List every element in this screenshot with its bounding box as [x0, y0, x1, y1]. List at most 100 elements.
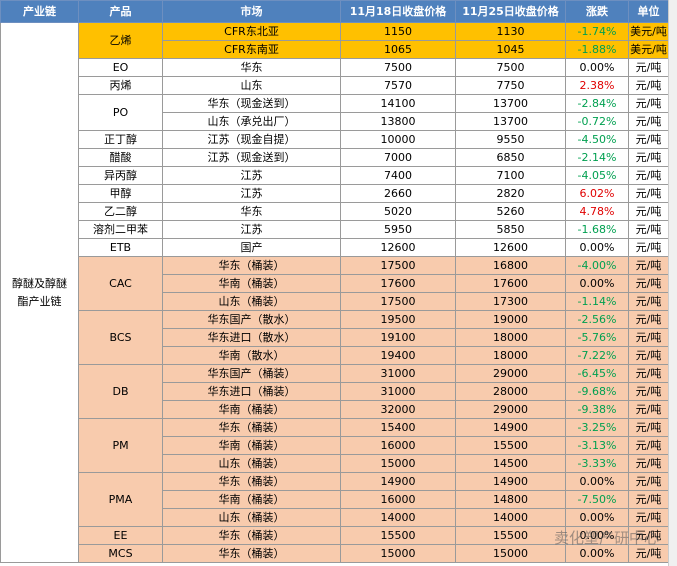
unit-cell: 元/吨 — [628, 238, 669, 257]
row: 正丁醇 江苏（现金自提） 10000 9550 -4.50% 元/吨 — [1, 130, 669, 149]
row: BCS 华东国产（散水） 19500 19000 -2.56% 元/吨 — [1, 310, 669, 365]
change-cell: -1.68% — [565, 220, 629, 239]
row: 华东进口（散水） 19100 18000 -5.76% 元/吨 — [1, 328, 669, 347]
change-cell: -4.05% — [565, 166, 629, 185]
price-nov25-cell: 7500 — [455, 58, 566, 77]
market-cell: CFR东北亚 — [162, 22, 341, 41]
price-nov18-cell: 12600 — [340, 238, 456, 257]
product-cell: 乙烯 — [78, 22, 163, 59]
unit-cell: 元/吨 — [628, 184, 669, 203]
change-cell: -1.14% — [565, 292, 629, 311]
price-nov18-cell: 1150 — [340, 22, 456, 41]
row: 乙二醇 华东 5020 5260 4.78% 元/吨 — [1, 202, 669, 221]
price-nov25-cell: 16800 — [455, 256, 566, 275]
unit-cell: 元/吨 — [628, 58, 669, 77]
row: PMA 华东（桶装） 14900 14900 0.00% 元/吨 — [1, 472, 669, 527]
change-cell: -3.25% — [565, 418, 629, 437]
price-nov18-cell: 7570 — [340, 76, 456, 95]
unit-cell: 元/吨 — [628, 490, 669, 509]
row: EE 华东（桶装） 15500 15500 0.00% 元/吨 — [1, 526, 669, 545]
row: 山东（桶装） 17500 17300 -1.14% 元/吨 — [1, 292, 669, 311]
product-cell: 丙烯 — [78, 76, 163, 95]
change-cell: -3.13% — [565, 436, 629, 455]
change-cell: 0.00% — [565, 472, 629, 491]
price-nov18-cell: 7500 — [340, 58, 456, 77]
row: 华南（桶装） 32000 29000 -9.38% 元/吨 — [1, 400, 669, 419]
price-nov18-cell: 19100 — [340, 328, 456, 347]
unit-cell: 元/吨 — [628, 382, 669, 401]
row: DB 华东国产（桶装） 31000 29000 -6.45% 元/吨 — [1, 364, 669, 419]
unit-cell: 元/吨 — [628, 256, 669, 275]
change-cell: 0.00% — [565, 58, 629, 77]
market-cell: 华南（桶装） — [162, 274, 341, 293]
price-nov18-cell: 31000 — [340, 382, 456, 401]
header-cell: 涨跌 — [565, 0, 629, 23]
header-cell: 产业链 — [0, 0, 79, 23]
price-nov18-cell: 15400 — [340, 418, 456, 437]
unit-cell: 美元/吨 — [628, 22, 669, 41]
market-cell: 山东 — [162, 76, 341, 95]
row: CFR东南亚 1065 1045 -1.88% 美元/吨 — [1, 40, 669, 59]
change-cell: 4.78% — [565, 202, 629, 221]
price-nov18-cell: 15000 — [340, 544, 456, 563]
sheet-edge — [668, 0, 677, 566]
price-nov18-cell: 1065 — [340, 40, 456, 59]
price-nov18-cell: 15500 — [340, 526, 456, 545]
market-cell: 山东（承兑出厂） — [162, 112, 341, 131]
price-nov25-cell: 12600 — [455, 238, 566, 257]
row: 华南（散水） 19400 18000 -7.22% 元/吨 — [1, 346, 669, 365]
header-cell: 11月18日收盘价格 — [340, 0, 456, 23]
price-nov18-cell: 31000 — [340, 364, 456, 383]
table-body: 醇醚及醇醚酯产业链 乙烯 CFR东北亚 1150 1130 -1.74% 美元/吨 CFR东南… — [0, 22, 669, 563]
market-cell: 江苏（现金送到） — [162, 148, 341, 167]
price-nov25-cell: 2820 — [455, 184, 566, 203]
change-cell: -0.72% — [565, 112, 629, 131]
row: EO 华东 7500 7500 0.00% 元/吨 — [1, 58, 669, 77]
row: 华南（桶装） 16000 14800 -7.50% 元/吨 — [1, 490, 669, 509]
change-cell: 0.00% — [565, 508, 629, 527]
price-nov25-cell: 15500 — [455, 526, 566, 545]
price-nov25-cell: 14000 — [455, 508, 566, 527]
price-nov25-cell: 14900 — [455, 418, 566, 437]
market-cell: 江苏 — [162, 166, 341, 185]
market-cell: 华东进口（桶装） — [162, 382, 341, 401]
unit-cell: 元/吨 — [628, 76, 669, 95]
product-cell: PMA — [78, 472, 163, 527]
change-cell: -7.22% — [565, 346, 629, 365]
price-nov18-cell: 7000 — [340, 148, 456, 167]
price-nov18-cell: 16000 — [340, 436, 456, 455]
price-nov25-cell: 29000 — [455, 400, 566, 419]
price-nov18-cell: 19500 — [340, 310, 456, 329]
change-cell: 0.00% — [565, 274, 629, 293]
price-nov25-cell: 14800 — [455, 490, 566, 509]
price-nov18-cell: 10000 — [340, 130, 456, 149]
product-cell: 溶剂二甲苯 — [78, 220, 163, 239]
product-cell: 乙二醇 — [78, 202, 163, 221]
market-cell: 华东（桶装） — [162, 256, 341, 275]
product-cell: 甲醇 — [78, 184, 163, 203]
change-cell: -1.74% — [565, 22, 629, 41]
unit-cell: 元/吨 — [628, 544, 669, 563]
change-cell: 0.00% — [565, 544, 629, 563]
price-nov18-cell: 15000 — [340, 454, 456, 473]
header-cell: 11月25日收盘价格 — [455, 0, 566, 23]
row: MCS 华东（桶装） 15000 15000 0.00% 元/吨 — [1, 544, 669, 563]
change-cell: -4.00% — [565, 256, 629, 275]
chain-cell: 醇醚及醇醚酯产业链 — [0, 22, 79, 563]
price-nov18-cell: 7400 — [340, 166, 456, 185]
price-nov25-cell: 15000 — [455, 544, 566, 563]
product-cell: BCS — [78, 310, 163, 365]
market-cell: 华东（现金送到） — [162, 94, 341, 113]
price-nov25-cell: 5850 — [455, 220, 566, 239]
row: ETB 国产 12600 12600 0.00% 元/吨 — [1, 238, 669, 257]
market-cell: CFR东南亚 — [162, 40, 341, 59]
price-nov18-cell: 16000 — [340, 490, 456, 509]
product-cell: 异丙醇 — [78, 166, 163, 185]
header-cell: 市场 — [162, 0, 341, 23]
row: 山东（桶装） 14000 14000 0.00% 元/吨 — [1, 508, 669, 527]
change-cell: -7.50% — [565, 490, 629, 509]
change-cell: -9.38% — [565, 400, 629, 419]
unit-cell: 元/吨 — [628, 310, 669, 329]
price-nov18-cell: 17500 — [340, 292, 456, 311]
unit-cell: 元/吨 — [628, 112, 669, 131]
